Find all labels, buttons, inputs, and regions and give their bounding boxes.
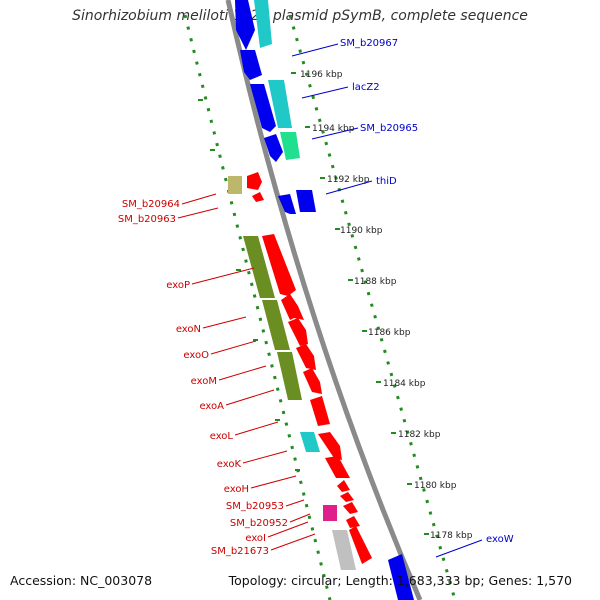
cds-sm-b20967-a [235, 0, 255, 50]
label-sm-b20953: SM_b20953 [226, 501, 284, 512]
tick-1188: 1188 kbp [354, 277, 397, 287]
forward-features [228, 172, 372, 570]
olive-exoA [277, 352, 302, 400]
cds-sm-b20964 [247, 172, 262, 190]
cds-exoK [318, 432, 342, 460]
label-exoO: exoO [183, 350, 209, 361]
tick-1178: 1178 kbp [430, 531, 473, 541]
label-sm-b20963: SM_b20963 [118, 214, 176, 225]
cds-exoI [346, 516, 360, 528]
grey-feature [332, 530, 356, 570]
scale-ticks: 1196 kbp 1194 kbp 1192 kbp 1190 kbp 1188… [291, 70, 473, 541]
backbone-arc [225, 0, 423, 600]
label-sm-b21673: SM_b21673 [211, 546, 269, 557]
left-gene-labels: SM_b20964 SM_b20963 exoP exoN exoO exoM … [118, 193, 316, 557]
cds-sm-b20963 [252, 192, 264, 202]
trna-sm-b20967 [254, 0, 272, 48]
label-sm-b20964: SM_b20964 [122, 199, 180, 210]
left-ruler-ticks [198, 99, 300, 471]
reverse-features [235, 0, 414, 600]
cds-sm-b20952 [343, 502, 358, 514]
cds-sm-b20965 [264, 134, 283, 162]
tick-1192: 1192 kbp [327, 175, 370, 185]
right-gene-labels: SM_b20967 lacZ2 SM_b20965 thiD exoW [291, 38, 514, 558]
cds-sm-b21673 [349, 526, 372, 564]
label-exoL: exoL [210, 431, 234, 442]
tick-1190: 1190 kbp [340, 226, 383, 236]
label-exoN: exoN [176, 324, 201, 335]
tick-1194: 1194 kbp [312, 124, 355, 134]
khaki-feature [228, 176, 242, 194]
cds-thiD-a [278, 194, 296, 214]
tick-1180: 1180 kbp [414, 481, 457, 491]
ruler-outer-right [288, 14, 457, 600]
cds-exoM [296, 344, 316, 370]
label-exoW: exoW [486, 534, 514, 545]
cds-exoW [388, 554, 414, 600]
olive-exoP [243, 236, 275, 298]
label-thiD: thiD [376, 176, 397, 187]
label-exoM: exoM [191, 376, 217, 387]
cds-thiD-b [296, 190, 316, 212]
cds-exoP [262, 234, 296, 296]
cds-exoN [281, 294, 304, 320]
cds-exoH [337, 480, 350, 492]
cds-exoA [303, 368, 322, 394]
ruler-inner-left [183, 14, 332, 600]
cds-sm-b20967-b [240, 50, 262, 80]
tick-1186: 1186 kbp [368, 328, 411, 338]
label-exoK: exoK [217, 459, 242, 470]
cds-lacZ2 [250, 84, 276, 132]
label-exoA: exoA [199, 401, 224, 412]
cds-exoK2 [325, 456, 350, 478]
tick-1184: 1184 kbp [383, 379, 426, 389]
trna-lacZ2 [268, 80, 292, 128]
label-exoI: exoI [245, 533, 266, 544]
map-title: Sinorhizobium meliloti 1021 plasmid pSym… [72, 8, 528, 24]
label-sm-b20967: SM_b20967 [340, 38, 398, 49]
olive-exoN [262, 300, 290, 350]
tick-1196: 1196 kbp [300, 70, 343, 80]
label-exoP: exoP [166, 280, 190, 291]
green-sm-b20965 [280, 132, 300, 160]
cds-exoO [288, 318, 308, 346]
label-sm-b20952: SM_b20952 [230, 518, 288, 529]
accession-text: Accession: NC_003078 [10, 573, 153, 588]
topology-summary: Topology: circular; Length: 1,683,333 bp… [228, 573, 572, 588]
tick-1182: 1182 kbp [398, 430, 441, 440]
magenta-feature [323, 505, 337, 521]
label-sm-b20965: SM_b20965 [360, 123, 418, 134]
cds-sm-b20953 [340, 492, 354, 502]
label-exoH: exoH [224, 484, 249, 495]
cds-exoL [310, 396, 330, 426]
trna-exoL [300, 432, 320, 452]
label-lacZ2: lacZ2 [352, 82, 380, 93]
